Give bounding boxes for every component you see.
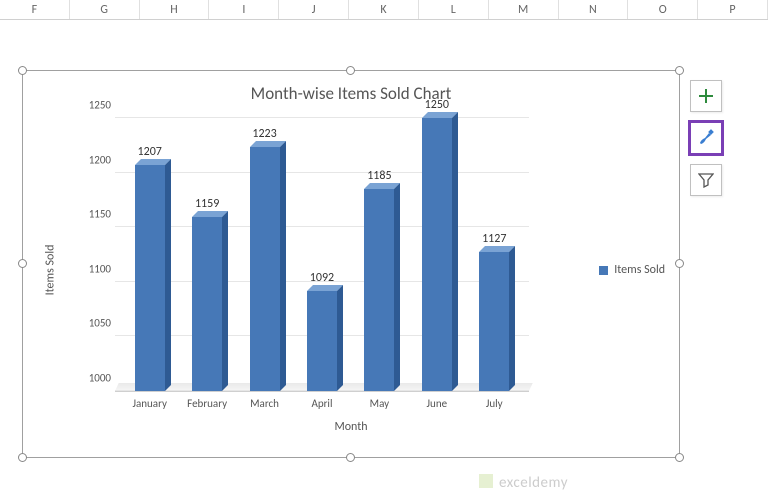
chart-elements-button[interactable] (690, 80, 722, 112)
bar-slot: 1207 (121, 118, 178, 391)
chart-styles-button[interactable] (690, 122, 722, 154)
bars-group: 1207 1159 1223 1092 1185 1250 1127 (115, 118, 529, 391)
x-tick-label: May (351, 397, 408, 410)
x-tick-label: March (236, 397, 293, 410)
x-tick-label: January (121, 397, 178, 410)
bar-slot: 1185 (351, 118, 408, 391)
watermark: exceldemy (477, 472, 568, 492)
data-label: 1127 (482, 232, 506, 246)
bar-slot: 1092 (293, 118, 350, 391)
legend-label: Items Sold (614, 263, 665, 277)
resize-handle[interactable] (18, 66, 27, 75)
bar[interactable]: 1092 (307, 291, 337, 391)
y-axis-title[interactable]: Items Sold (43, 245, 57, 296)
col-header[interactable]: H (140, 0, 210, 19)
bar[interactable]: 1185 (364, 189, 394, 391)
data-label: 1185 (367, 169, 391, 183)
bar-slot: 1159 (178, 118, 235, 391)
col-header[interactable]: G (70, 0, 140, 19)
x-tick-label: July (466, 397, 523, 410)
bar[interactable]: 1127 (479, 252, 509, 391)
bar-slot: 1250 (408, 118, 465, 391)
col-header[interactable]: F (0, 0, 70, 19)
bar-slot: 1127 (466, 118, 523, 391)
resize-handle[interactable] (346, 66, 355, 75)
col-header[interactable]: L (419, 0, 489, 19)
y-tick-label: 1250 (77, 99, 111, 112)
chart-object[interactable]: Month-wise Items Sold Chart Items Sold 1… (22, 70, 680, 458)
col-header[interactable]: J (279, 0, 349, 19)
col-header[interactable]: M (489, 0, 559, 19)
resize-handle[interactable] (346, 453, 355, 462)
data-label: 1207 (138, 145, 162, 159)
resize-handle[interactable] (675, 66, 684, 75)
chart-filter-button[interactable] (690, 164, 722, 196)
data-label: 1159 (195, 197, 219, 211)
data-label: 1223 (252, 127, 276, 141)
x-tick-labels: JanuaryFebruaryMarchAprilMayJuneJuly (115, 397, 529, 410)
y-tick-label: 1000 (77, 372, 111, 385)
x-axis-title[interactable]: Month (334, 420, 367, 434)
x-tick-label: June (408, 397, 465, 410)
resize-handle[interactable] (675, 453, 684, 462)
y-tick-label: 1050 (77, 317, 111, 330)
plus-icon (698, 88, 714, 104)
x-tick-label: February (178, 397, 235, 410)
y-tick-label: 1150 (77, 208, 111, 221)
plot-region: 1207115912231092118512501127 10001050110… (115, 118, 529, 392)
worksheet-area[interactable]: Month-wise Items Sold Chart Items Sold 1… (0, 20, 768, 502)
col-header[interactable]: P (698, 0, 768, 19)
y-tick-label: 1100 (77, 262, 111, 275)
col-header[interactable]: I (209, 0, 279, 19)
resize-handle[interactable] (18, 453, 27, 462)
funnel-icon (698, 172, 714, 188)
col-header[interactable]: K (349, 0, 419, 19)
column-header-row: F G H I J K L M N O P (0, 0, 768, 20)
x-tick-label: April (293, 397, 350, 410)
chart-side-buttons (690, 80, 722, 196)
bar[interactable]: 1159 (192, 217, 222, 391)
legend-swatch (599, 266, 608, 275)
bar[interactable]: 1207 (135, 165, 165, 391)
bar[interactable]: 1250 (422, 118, 452, 391)
bar-slot: 1223 (236, 118, 293, 391)
data-label: 1092 (310, 271, 334, 285)
chart-plot-area[interactable]: Items Sold 1207115912231092118512501127 … (23, 110, 679, 430)
y-tick-label: 1200 (77, 153, 111, 166)
brush-icon (697, 129, 715, 147)
chart-title[interactable]: Month-wise Items Sold Chart (23, 71, 679, 110)
col-header[interactable]: N (559, 0, 629, 19)
bar[interactable]: 1223 (250, 147, 280, 391)
chart-legend[interactable]: Items Sold (599, 263, 665, 277)
col-header[interactable]: O (628, 0, 698, 19)
data-label: 1250 (425, 98, 449, 112)
